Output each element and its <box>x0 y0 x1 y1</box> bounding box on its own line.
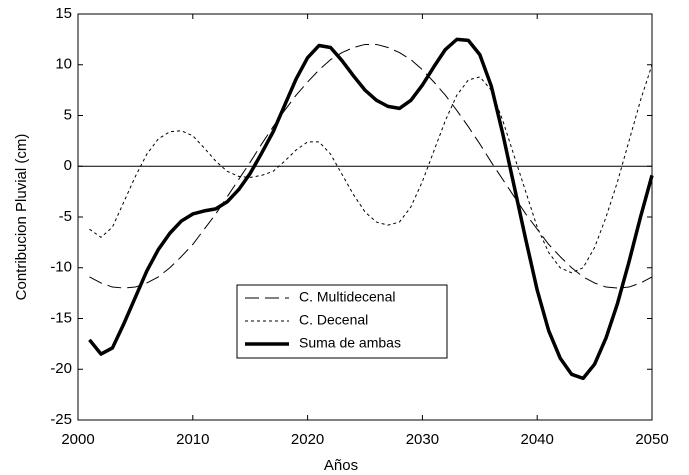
y-tick-label: 5 <box>64 106 72 123</box>
y-tick-label: -10 <box>50 259 72 276</box>
x-tick-label: 2030 <box>406 431 439 448</box>
x-tick-label: 2040 <box>521 431 554 448</box>
y-axis-label: Contribucion Pluvial (cm) <box>13 134 30 301</box>
legend-label: C. Multidecenal <box>299 289 396 305</box>
x-tick-label: 2000 <box>61 431 94 448</box>
x-axis-label: Años <box>324 457 358 474</box>
plot-frame <box>77 13 653 421</box>
x-tick-label: 2010 <box>176 431 209 448</box>
y-tick-label: -5 <box>59 208 72 225</box>
y-tick-label: 0 <box>64 157 72 174</box>
x-tick-label: 2050 <box>635 431 668 448</box>
y-tick-label: -20 <box>50 360 72 377</box>
x-tick-label: 2020 <box>291 431 324 448</box>
series-line <box>88 37 654 381</box>
y-tick-label: 15 <box>55 5 72 22</box>
y-tick-label: -15 <box>50 309 72 326</box>
y-tick-label: -25 <box>50 411 72 428</box>
y-tick-label: 10 <box>55 56 72 73</box>
series-line <box>89 64 653 274</box>
series-line <box>89 43 653 289</box>
legend-label: Suma de ambas <box>299 335 401 351</box>
legend-label: C. Decenal <box>299 312 368 328</box>
